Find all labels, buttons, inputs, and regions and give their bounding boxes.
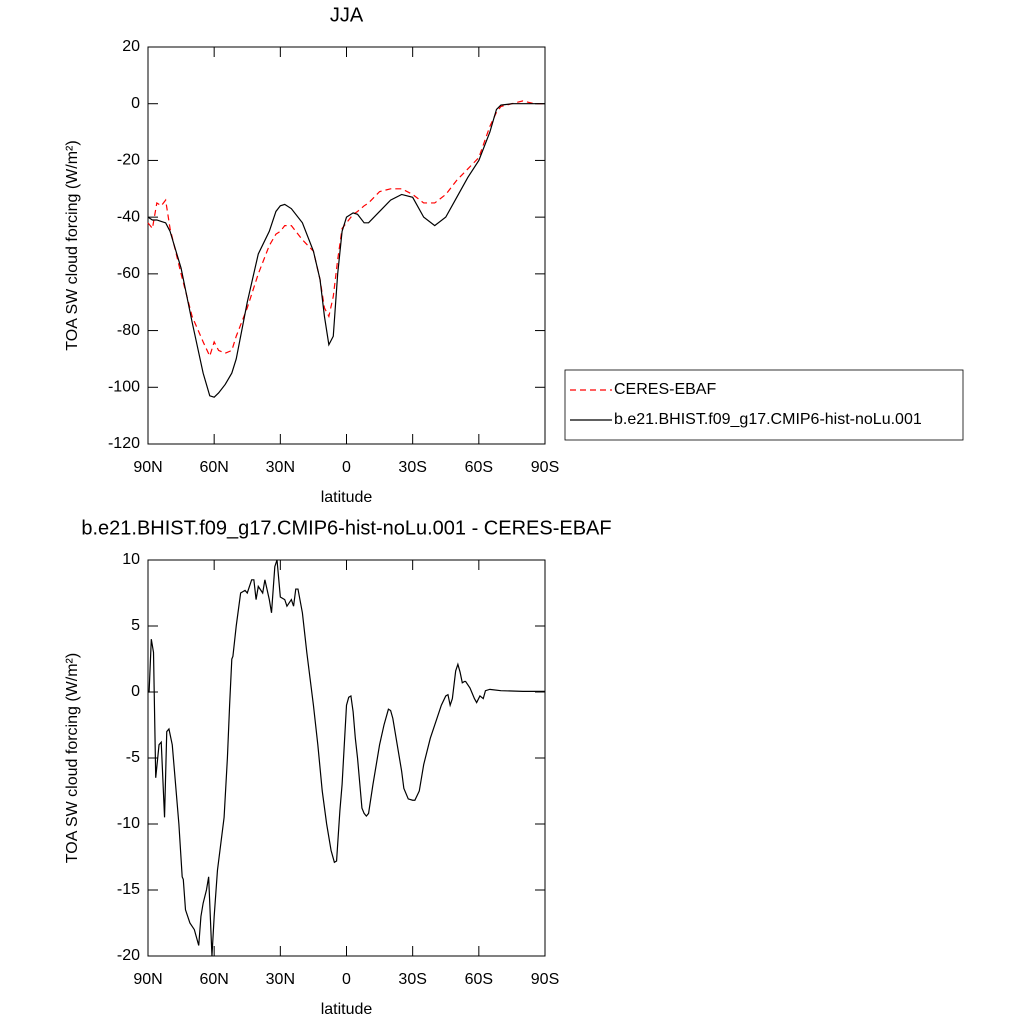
legend-label: CERES-EBAF: [614, 381, 716, 398]
x-tick-label: 0: [342, 459, 351, 476]
y-tick-label: -20: [117, 947, 140, 964]
chart-title: b.e21.BHIST.f09_g17.CMIP6-hist-noLu.001 …: [81, 517, 611, 539]
y-axis-label: TOA SW cloud forcing (W/m²): [64, 653, 81, 863]
x-tick-label: 30S: [398, 971, 426, 988]
chart-title: JJA: [330, 4, 364, 26]
x-tick-label: 90N: [133, 971, 162, 988]
y-tick-label: 20: [122, 38, 140, 55]
x-tick-label: 90S: [531, 971, 559, 988]
x-tick-label: 30N: [266, 971, 295, 988]
y-tick-label: -40: [117, 208, 140, 225]
x-tick-label: 60N: [199, 971, 228, 988]
y-tick-label: 0: [131, 683, 140, 700]
x-tick-label: 60N: [199, 459, 228, 476]
x-tick-label: 60S: [465, 971, 493, 988]
x-tick-label: 30S: [398, 459, 426, 476]
y-tick-label: -10: [117, 815, 140, 832]
x-axis-label: latitude: [321, 489, 373, 506]
y-tick-label: 5: [131, 617, 140, 634]
y-tick-label: -80: [117, 322, 140, 339]
x-tick-label: 60S: [465, 459, 493, 476]
data-line: [147, 103, 545, 398]
y-tick-label: -5: [126, 749, 140, 766]
y-tick-label: -100: [108, 379, 140, 396]
y-tick-label: -15: [117, 881, 140, 898]
y-tick-label: 10: [122, 551, 140, 568]
y-tick-label: -120: [108, 435, 140, 452]
data-line: [147, 100, 545, 358]
legend-label: b.e21.BHIST.f09_g17.CMIP6-hist-noLu.001: [614, 411, 922, 428]
x-tick-label: 0: [342, 971, 351, 988]
legend-box: [564, 369, 964, 441]
y-tick-label: -60: [117, 265, 140, 282]
x-tick-label: 90S: [531, 459, 559, 476]
y-tick-label: -20: [117, 152, 140, 169]
x-axis-label: latitude: [321, 1001, 373, 1018]
data-line: [148, 559, 545, 957]
plot-frame: [147, 559, 546, 957]
y-axis-label: TOA SW cloud forcing (W/m²): [64, 140, 81, 350]
plot-frame: [147, 46, 546, 445]
x-tick-label: 90N: [133, 459, 162, 476]
y-tick-label: 0: [131, 95, 140, 112]
x-tick-label: 30N: [266, 459, 295, 476]
